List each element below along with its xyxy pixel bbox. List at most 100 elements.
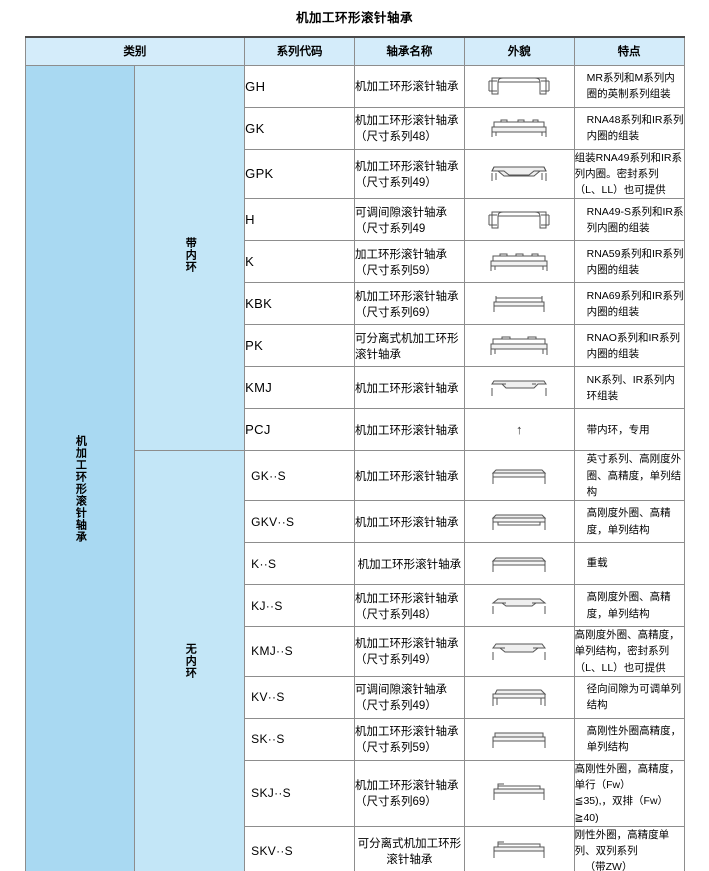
table-header: 类别 系列代码 轴承名称 外貌 特点 [24, 36, 685, 66]
bearing-kmj-icon [463, 366, 575, 410]
table-row: PCJ 机加工环形滚针轴承 ↑ 带内环，专用 [25, 408, 685, 452]
bearing-gks-icon [463, 450, 575, 502]
bearing-name: 可分离式机加工环形滚针轴承 [353, 825, 465, 871]
bearing-name: 机加工环形滚针轴承 [353, 408, 465, 452]
bearing-name: 机加工环形滚针轴承 [353, 500, 465, 544]
feature-line-1: 刚性外圈，高精度单列、双列系列 [574, 828, 670, 858]
feature-text: 高刚性外圈高精度，单列结构 [573, 717, 685, 761]
series-code: KMJ··S [244, 626, 355, 677]
series-code: PK [244, 324, 355, 368]
header-bearing-name: 轴承名称 [353, 36, 465, 66]
table-row: 无内环 GK··S 机加工环形滚针轴承 英寸系列、高刚度外圈、高精度，单列结构 [25, 450, 685, 871]
series-code: K [244, 240, 355, 284]
series-code: KJ··S [244, 584, 355, 628]
table-row: SK··S 机加工环形滚针轴承（尺寸系列59） 高刚性外圈高精度，单列结构 [25, 717, 685, 761]
table-body: 机加工环形滚针轴承 带内环 GH 机加工环形滚针轴承 [24, 64, 685, 871]
feature-text: 带内环，专用 [573, 408, 685, 452]
table-row: KJ··S 机加工环形滚针轴承（尺寸系列48） 高刚度外圈、高精度，单列结构 [25, 584, 685, 628]
bearing-kbk-icon [463, 282, 575, 326]
series-code: GKV··S [244, 500, 355, 544]
subgroup-label-text: 带内环 [184, 237, 197, 274]
bearing-gk-icon [463, 106, 575, 150]
table-row: KMJ 机加工环形滚针轴承 NK系列、IR系列内环组装 [25, 366, 685, 410]
table-row: PK 可分离式机加工环形滚针轴承 RNAO系列和IR系列内圈的组装 [25, 324, 685, 368]
feature-text: RNA59系列和IR系列内圈的组装 [573, 240, 685, 284]
feature-text: RNA69系列和IR系列内圈的组装 [573, 282, 685, 326]
bearing-skvs-icon [463, 825, 575, 871]
series-code: PCJ [244, 408, 355, 452]
table-row: 机加工环形滚针轴承 带内环 GH 机加工环形滚针轴承 [24, 64, 685, 871]
arrow-up-icon: ↑ [463, 408, 575, 452]
feature-text: 高刚度外圈、高精度，单列结构 [573, 584, 685, 628]
feature-text: NK系列、IR系列内环组装 [573, 366, 685, 410]
bearing-name: 机加工环形滚针轴承（尺寸系列49） [353, 148, 465, 200]
feature-text: 组装RNA49系列和IR系列内圈。密封系列（L、LL）也可提供 [573, 148, 685, 200]
subgroup-label-text: 无内环 [184, 643, 197, 680]
series-code: SKV··S [244, 825, 355, 871]
feature-line-2: ≦35),，双排（Fw）≧40) [574, 795, 669, 824]
page-title: 机加工环形滚针轴承 [295, 11, 413, 25]
arrow-up-glyph: ↑ [515, 421, 523, 437]
bearing-ks-icon [463, 542, 575, 586]
feature-text: 高刚度外圈、高精度，单列结构，密封系列（L、LL）也可提供 [573, 626, 685, 677]
bearing-name: 机加工环形滚针轴承 [353, 542, 465, 586]
bearing-name: 可调间隙滚针轴承（尺寸系列49 [353, 198, 465, 242]
bearing-gpk-icon [463, 148, 575, 200]
feature-line-2: （带ZW） [584, 861, 633, 871]
header-features: 特点 [573, 36, 685, 66]
bearing-pk-icon [463, 324, 575, 368]
feature-text: 径向间隙为可调单列结构 [573, 675, 685, 719]
feature-text: 重载 [573, 542, 685, 586]
series-code: KV··S [244, 675, 355, 719]
bearing-name: 机加工环形滚针轴承 [353, 450, 465, 502]
bearing-name: 机加工环形滚针轴承（尺寸系列59） [353, 717, 465, 761]
bearing-name: 可分离式机加工环形滚针轴承 [353, 324, 465, 368]
category-label-text: 机加工环形滚针轴承 [74, 434, 87, 543]
series-code: SKJ··S [244, 759, 355, 827]
bearing-name: 机加工环形滚针轴承（尺寸系列69） [353, 282, 465, 326]
bearing-kmjs-icon [463, 626, 575, 677]
bearing-sks-icon [463, 717, 575, 761]
bearing-h-icon [463, 198, 575, 242]
header-series-code: 系列代码 [244, 36, 355, 66]
bearing-name: 机加工环形滚针轴承（尺寸系列69） [353, 759, 465, 827]
series-code: KBK [244, 282, 355, 326]
bearing-gkvs-icon [463, 500, 575, 544]
feature-text: 英寸系列、高刚度外圈、高精度，单列结构 [573, 450, 685, 502]
feature-text: MR系列和M系列内圈的英制系列组装 [573, 64, 685, 108]
bearing-spec-table: 类别 系列代码 轴承名称 外貌 特点 机加工环形滚针轴承 带内环 GH 机加工环… [24, 36, 685, 871]
series-code: H [244, 198, 355, 242]
table-row: KMJ··S 机加工环形滚针轴承（尺寸系列49） 高刚度外圈、高精度，单列结构，… [25, 626, 685, 677]
feature-text: RNA49-S系列和IR系列内圈的组装 [573, 198, 685, 242]
bearing-name: 机加工环形滚针轴承（尺寸系列49） [353, 626, 465, 677]
bearing-name: 加工环形滚针轴承（尺寸系列59） [353, 240, 465, 284]
series-code: GPK [244, 148, 355, 200]
category-label-cell: 机加工环形滚针轴承 [24, 64, 136, 871]
subgroup-label-without-inner-ring: 无内环 [134, 450, 246, 871]
feature-line-1: 高刚性外圈，高精度，单行（Fw） [574, 762, 680, 792]
bearing-gh-icon [463, 64, 575, 108]
header-category: 类别 [24, 36, 246, 66]
bearing-name: 机加工环形滚针轴承（尺寸系列48） [353, 106, 465, 150]
series-code: K··S [244, 542, 355, 586]
feature-text: 高刚性外圈，高精度，单行（Fw） ≦35),，双排（Fw）≧40) [573, 759, 685, 827]
series-code: GK [244, 106, 355, 150]
series-code: SK··S [244, 717, 355, 761]
table-row: GPK 机加工环形滚针轴承（尺寸系列49） 组装RNA49系列和IR系列内圈。密… [25, 148, 685, 200]
header-appearance: 外貌 [463, 36, 575, 66]
series-code: GH [244, 64, 355, 108]
series-code: KMJ [244, 366, 355, 410]
bearing-name: 可调间隙滚针轴承（尺寸系列49） [353, 675, 465, 719]
series-code: GK··S [244, 450, 355, 502]
subgroup-label-with-inner-ring: 带内环 [134, 64, 246, 452]
bearing-kjs-icon [463, 584, 575, 628]
table-row: SKJ··S 机加工环形滚针轴承（尺寸系列69） 高刚性外圈，高精度，单行（Fw… [25, 759, 685, 827]
table-row: GK 机加工环形滚针轴承（尺寸系列48） RNA48系列和IR系列内圈的组装 [25, 106, 685, 150]
feature-text: RNA48系列和IR系列内圈的组装 [573, 106, 685, 150]
table-row: H 可调间隙滚针轴承（尺寸系列49 RNA49-S系列和IR系列内圈的组装 [25, 198, 685, 242]
table-row: GKV··S 机加工环形滚针轴承 高刚度外圈、高精度，单列结构 [25, 500, 685, 544]
bearing-k-icon [463, 240, 575, 284]
bearing-skjs-icon [463, 759, 575, 827]
feature-text: 刚性外圈，高精度单列、双列系列 （带ZW） [573, 825, 685, 871]
